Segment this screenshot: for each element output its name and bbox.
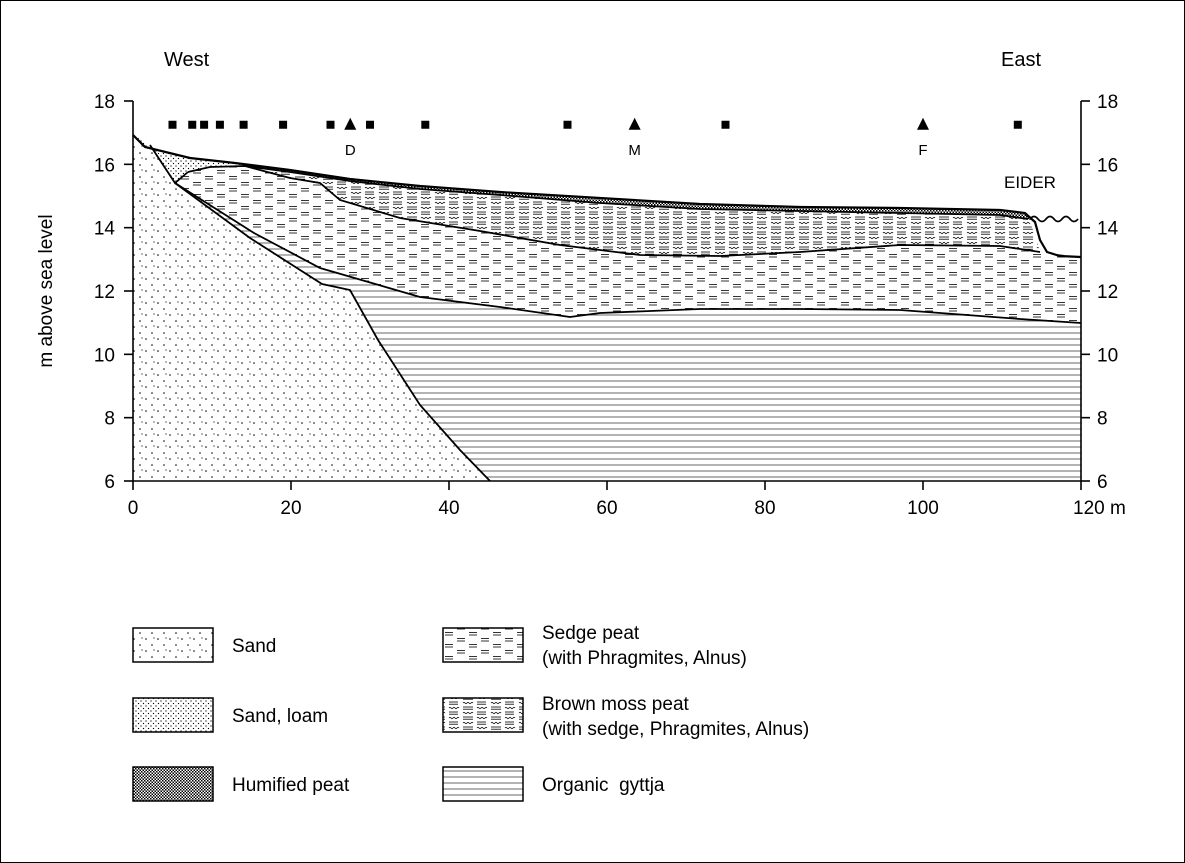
borehole-square-marker [1013, 120, 1022, 129]
sediment-layers [132, 134, 1082, 482]
legend-item-brown-moss-peat: Brown moss peat (with sedge, Phragmites,… [442, 694, 809, 740]
svg-text:Humified peat: Humified peat [232, 775, 350, 796]
borehole-square-marker [721, 120, 730, 129]
borehole-triangle-marker [917, 117, 929, 130]
borehole-square-marker [421, 120, 430, 129]
layer-brown-moss-peat [245, 166, 1040, 256]
borehole-label: D [345, 142, 356, 159]
y-tick-label-left: 18 [94, 92, 115, 113]
borehole-square-marker [366, 120, 374, 129]
y-tick-label-right: 12 [1097, 282, 1118, 303]
borehole-square-marker [563, 120, 572, 129]
x-tick-label: 80 [754, 498, 775, 519]
layer-sedge-peat [175, 166, 1081, 323]
y-tick-label-left: 12 [94, 282, 115, 303]
x-tick-label: 120 m [1073, 498, 1126, 519]
west-label: West [164, 49, 210, 71]
y-tick-label-right: 10 [1097, 345, 1118, 366]
river-label-eider: EIDER [1004, 173, 1056, 192]
y-tick-label-right: 14 [1097, 219, 1119, 240]
legend-item-sand-loam: Sand, loam [132, 697, 328, 733]
y-tick-label-right: 6 [1097, 472, 1108, 493]
legend: Sand Sand, loam Humified peat Sedge peat… [132, 623, 809, 802]
svg-text:Sand: Sand [232, 636, 276, 657]
borehole-triangle-marker [628, 117, 641, 130]
x-tick-label: 100 [907, 498, 939, 519]
borehole-square-marker [168, 120, 177, 129]
y-tick-label-left: 6 [104, 472, 115, 493]
svg-text:(with Phragmites, Alnus): (with Phragmites, Alnus) [542, 648, 747, 669]
borehole-triangle-marker [344, 117, 357, 130]
legend-item-sand: Sand [132, 627, 276, 663]
layer-gyttja [175, 183, 1081, 481]
svg-text:(with sedge, Phragmites, Alnus: (with sedge, Phragmites, Alnus) [542, 719, 809, 740]
borehole-square-marker [188, 120, 197, 129]
svg-text:Brown moss peat: Brown moss peat [542, 694, 690, 715]
y-axis-title: m above sea level [36, 214, 57, 367]
x-tick-label: 20 [280, 498, 301, 519]
y-tick-label-right: 18 [1097, 92, 1118, 113]
y-tick-label-right: 8 [1097, 409, 1108, 430]
y-tick-label-right: 16 [1097, 155, 1118, 176]
borehole-square-marker [200, 120, 209, 129]
east-label: East [1001, 49, 1041, 71]
legend-item-organic-gyttja: Organic gyttja [442, 766, 665, 802]
x-tick-label: 40 [438, 498, 459, 519]
svg-text:Organic gyttja: Organic gyttja [542, 775, 665, 796]
y-tick-label-left: 14 [94, 219, 116, 240]
legend-item-sedge-peat: Sedge peat (with Phragmites, Alnus) [442, 623, 747, 669]
layer-sand-loam [133, 135, 245, 183]
borehole-label: M [628, 142, 641, 159]
plot-axes: 0 20 40 60 80 100 120 m 6 6 8 8 10 10 12 12 14 14 16 16 18… [94, 92, 1126, 519]
y-tick-label-left: 8 [104, 409, 115, 430]
y-tick-label-left: 10 [94, 345, 115, 366]
svg-text:Sand, loam: Sand, loam [232, 706, 328, 727]
x-tick-label: 0 [128, 498, 139, 519]
x-tick-label: 60 [596, 498, 617, 519]
y-tick-label-left: 16 [94, 155, 115, 176]
borehole-square-marker [279, 120, 288, 129]
legend-item-humified-peat: Humified peat [132, 766, 350, 802]
borehole-square-marker [326, 120, 335, 129]
borehole-square-marker [215, 120, 224, 129]
borehole-label: F [918, 142, 927, 159]
borehole-square-marker [239, 120, 248, 129]
svg-text:Sedge peat: Sedge peat [542, 623, 640, 644]
layer-sand [133, 135, 490, 481]
